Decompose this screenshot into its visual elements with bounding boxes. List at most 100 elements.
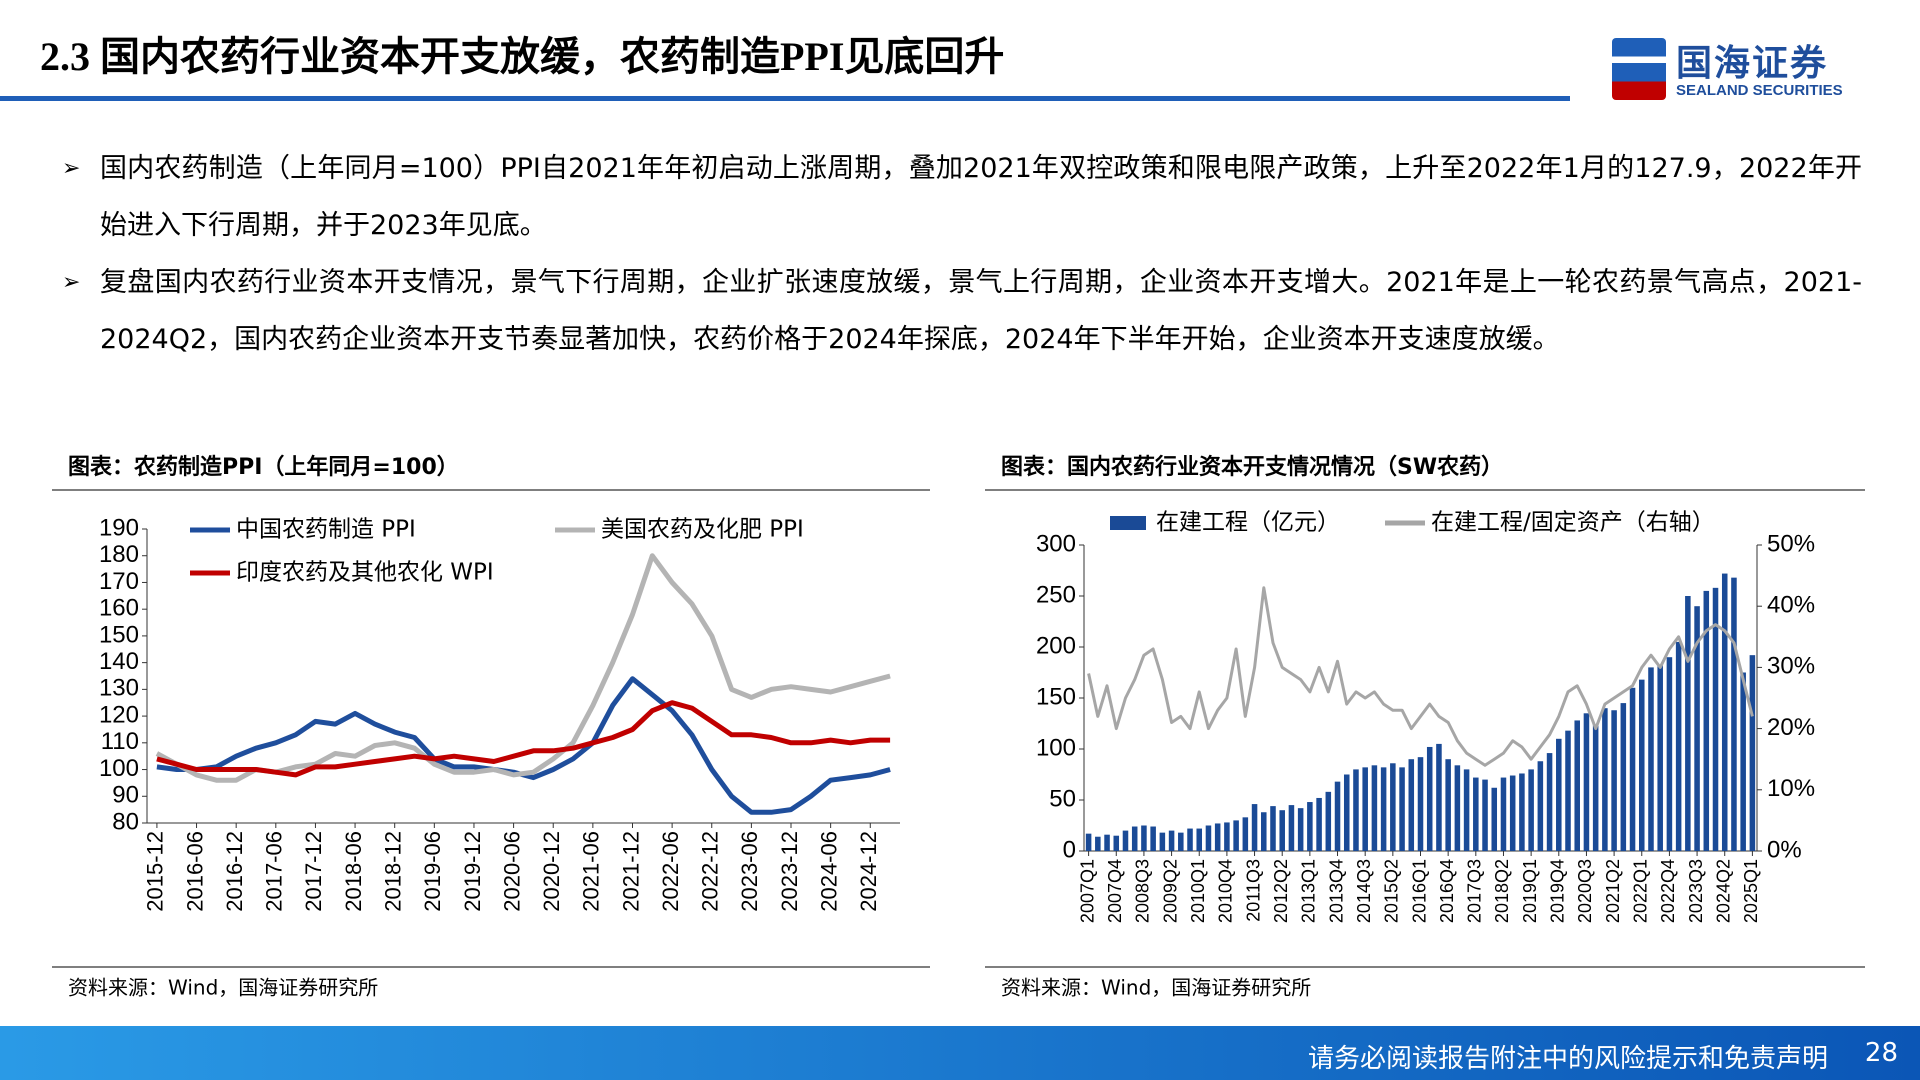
legend-label: 在建工程（亿元） [1156, 510, 1340, 536]
bar [1749, 655, 1756, 851]
y-tick-label: 160 [99, 595, 139, 622]
bullet: 国内农药制造（上年同月=100）PPI自2021年年初启动上涨周期，叠加2021… [62, 140, 1862, 254]
x-tick-label: 2017-06 [262, 831, 287, 912]
y-tick-label: 100 [99, 755, 139, 782]
bar [1592, 724, 1599, 851]
y-tick-label: 80 [112, 808, 139, 835]
bar [1261, 812, 1267, 851]
bar [1721, 573, 1728, 851]
bar [1113, 835, 1120, 851]
logo-cn: 国海证券 [1676, 42, 1829, 83]
x-tick-label: 2010Q4 [1216, 859, 1236, 923]
bar [1638, 679, 1645, 851]
bar [1085, 833, 1092, 851]
chart-source: 资料来源：Wind，国海证券研究所 [1001, 976, 1311, 1000]
bar [1454, 765, 1461, 851]
bar [1602, 708, 1608, 851]
bullet-list: 国内农药制造（上年同月=100）PPI自2021年年初启动上涨周期，叠加2021… [62, 140, 1862, 368]
bar [1574, 720, 1580, 851]
bar [1712, 587, 1719, 851]
bar [1509, 775, 1516, 851]
x-tick-label: 2017-12 [301, 831, 326, 912]
x-tick-label: 2012Q2 [1271, 859, 1291, 923]
y-tick-label: 130 [99, 675, 139, 702]
bar [1463, 769, 1470, 851]
bar [1408, 759, 1415, 851]
bar [1666, 657, 1673, 851]
x-tick-label: 2018Q2 [1492, 859, 1512, 923]
bar [1491, 787, 1498, 851]
bar [1445, 759, 1451, 851]
x-tick-label: 2023Q3 [1686, 859, 1706, 923]
legend-label: 在建工程/固定资产（右轴） [1431, 510, 1715, 536]
y2-tick-label: 0% [1767, 836, 1802, 863]
x-tick-label: 2023-06 [737, 831, 762, 912]
bar [1242, 817, 1249, 851]
y2-tick-label: 50% [1767, 530, 1815, 557]
slide-title: 2.3 国内农药行业资本开支放缓，农药制造PPI见底回升 [40, 34, 1005, 79]
bar [1362, 767, 1368, 851]
x-tick-label: 2016Q4 [1437, 859, 1457, 923]
bar [1187, 828, 1193, 851]
legend-label: 美国农药及化肥 PPI [601, 517, 804, 543]
disclaimer: 请务必阅读报告附注中的风险提示和免责声明 [1307, 1044, 1828, 1074]
bar [1731, 577, 1737, 851]
bar [1196, 828, 1203, 851]
x-tick-label: 2015-12 [143, 831, 168, 912]
bar [1307, 802, 1313, 851]
bar [1436, 743, 1442, 851]
bar [1122, 830, 1129, 851]
x-tick-label: 2024-12 [856, 831, 881, 912]
x-tick-label: 2022-12 [698, 831, 723, 912]
bar [1648, 667, 1654, 851]
bar [1325, 791, 1332, 851]
bar [1657, 665, 1663, 851]
y-tick-label: 250 [1036, 581, 1076, 608]
x-tick-label: 2016-06 [182, 831, 207, 912]
x-tick-label: 2020Q3 [1575, 859, 1595, 923]
bar [1556, 738, 1562, 851]
x-tick-label: 2020-06 [499, 831, 524, 912]
x-tick-label: 2017Q3 [1465, 859, 1485, 923]
bar [1675, 641, 1682, 851]
bar [1740, 672, 1746, 851]
bar [1214, 823, 1221, 851]
x-tick-label: 2019Q4 [1548, 859, 1568, 923]
bar [1279, 810, 1285, 851]
y-tick-label: 50 [1049, 785, 1076, 812]
x-tick-label: 2022Q4 [1658, 859, 1678, 923]
x-tick-label: 2025Q1 [1741, 859, 1761, 923]
legend-swatch [1110, 516, 1146, 530]
y-tick-label: 300 [1036, 530, 1076, 557]
bar [1288, 805, 1295, 851]
bar [1390, 763, 1396, 851]
bar [1703, 590, 1710, 851]
title-rule [0, 96, 1570, 101]
y-tick-label: 120 [99, 701, 139, 728]
x-tick-label: 2024Q2 [1713, 859, 1733, 923]
x-tick-label: 2008Q3 [1133, 859, 1153, 923]
bar [1546, 753, 1553, 851]
x-tick-label: 2021-12 [618, 831, 643, 912]
x-tick-label: 2007Q4 [1105, 859, 1125, 923]
bar [1611, 710, 1617, 851]
charts: 图表：农药制造PPI（上年同月=100） 资料来源：Wind，国海证券研究所 809… [52, 454, 1865, 1000]
series-line [1087, 586, 1754, 767]
x-tick-label: 2020-12 [539, 831, 564, 912]
logo-en: SEALAND SECURITIES [1676, 82, 1843, 99]
x-tick-label: 2018-12 [381, 831, 406, 912]
x-tick-label: 2021Q2 [1603, 859, 1623, 923]
bar [1178, 832, 1184, 851]
x-tick-label: 2021-06 [579, 831, 604, 912]
bar [1334, 781, 1341, 851]
bar [1371, 765, 1378, 851]
series-line [156, 700, 891, 778]
bar [1417, 757, 1424, 851]
legend-label: 印度农药及其他农化 WPI [236, 560, 494, 586]
bar [1224, 822, 1230, 851]
x-tick-label: 2019-12 [460, 831, 485, 912]
bar [1095, 836, 1101, 851]
y-tick-label: 110 [101, 728, 139, 755]
bar [1168, 830, 1175, 851]
